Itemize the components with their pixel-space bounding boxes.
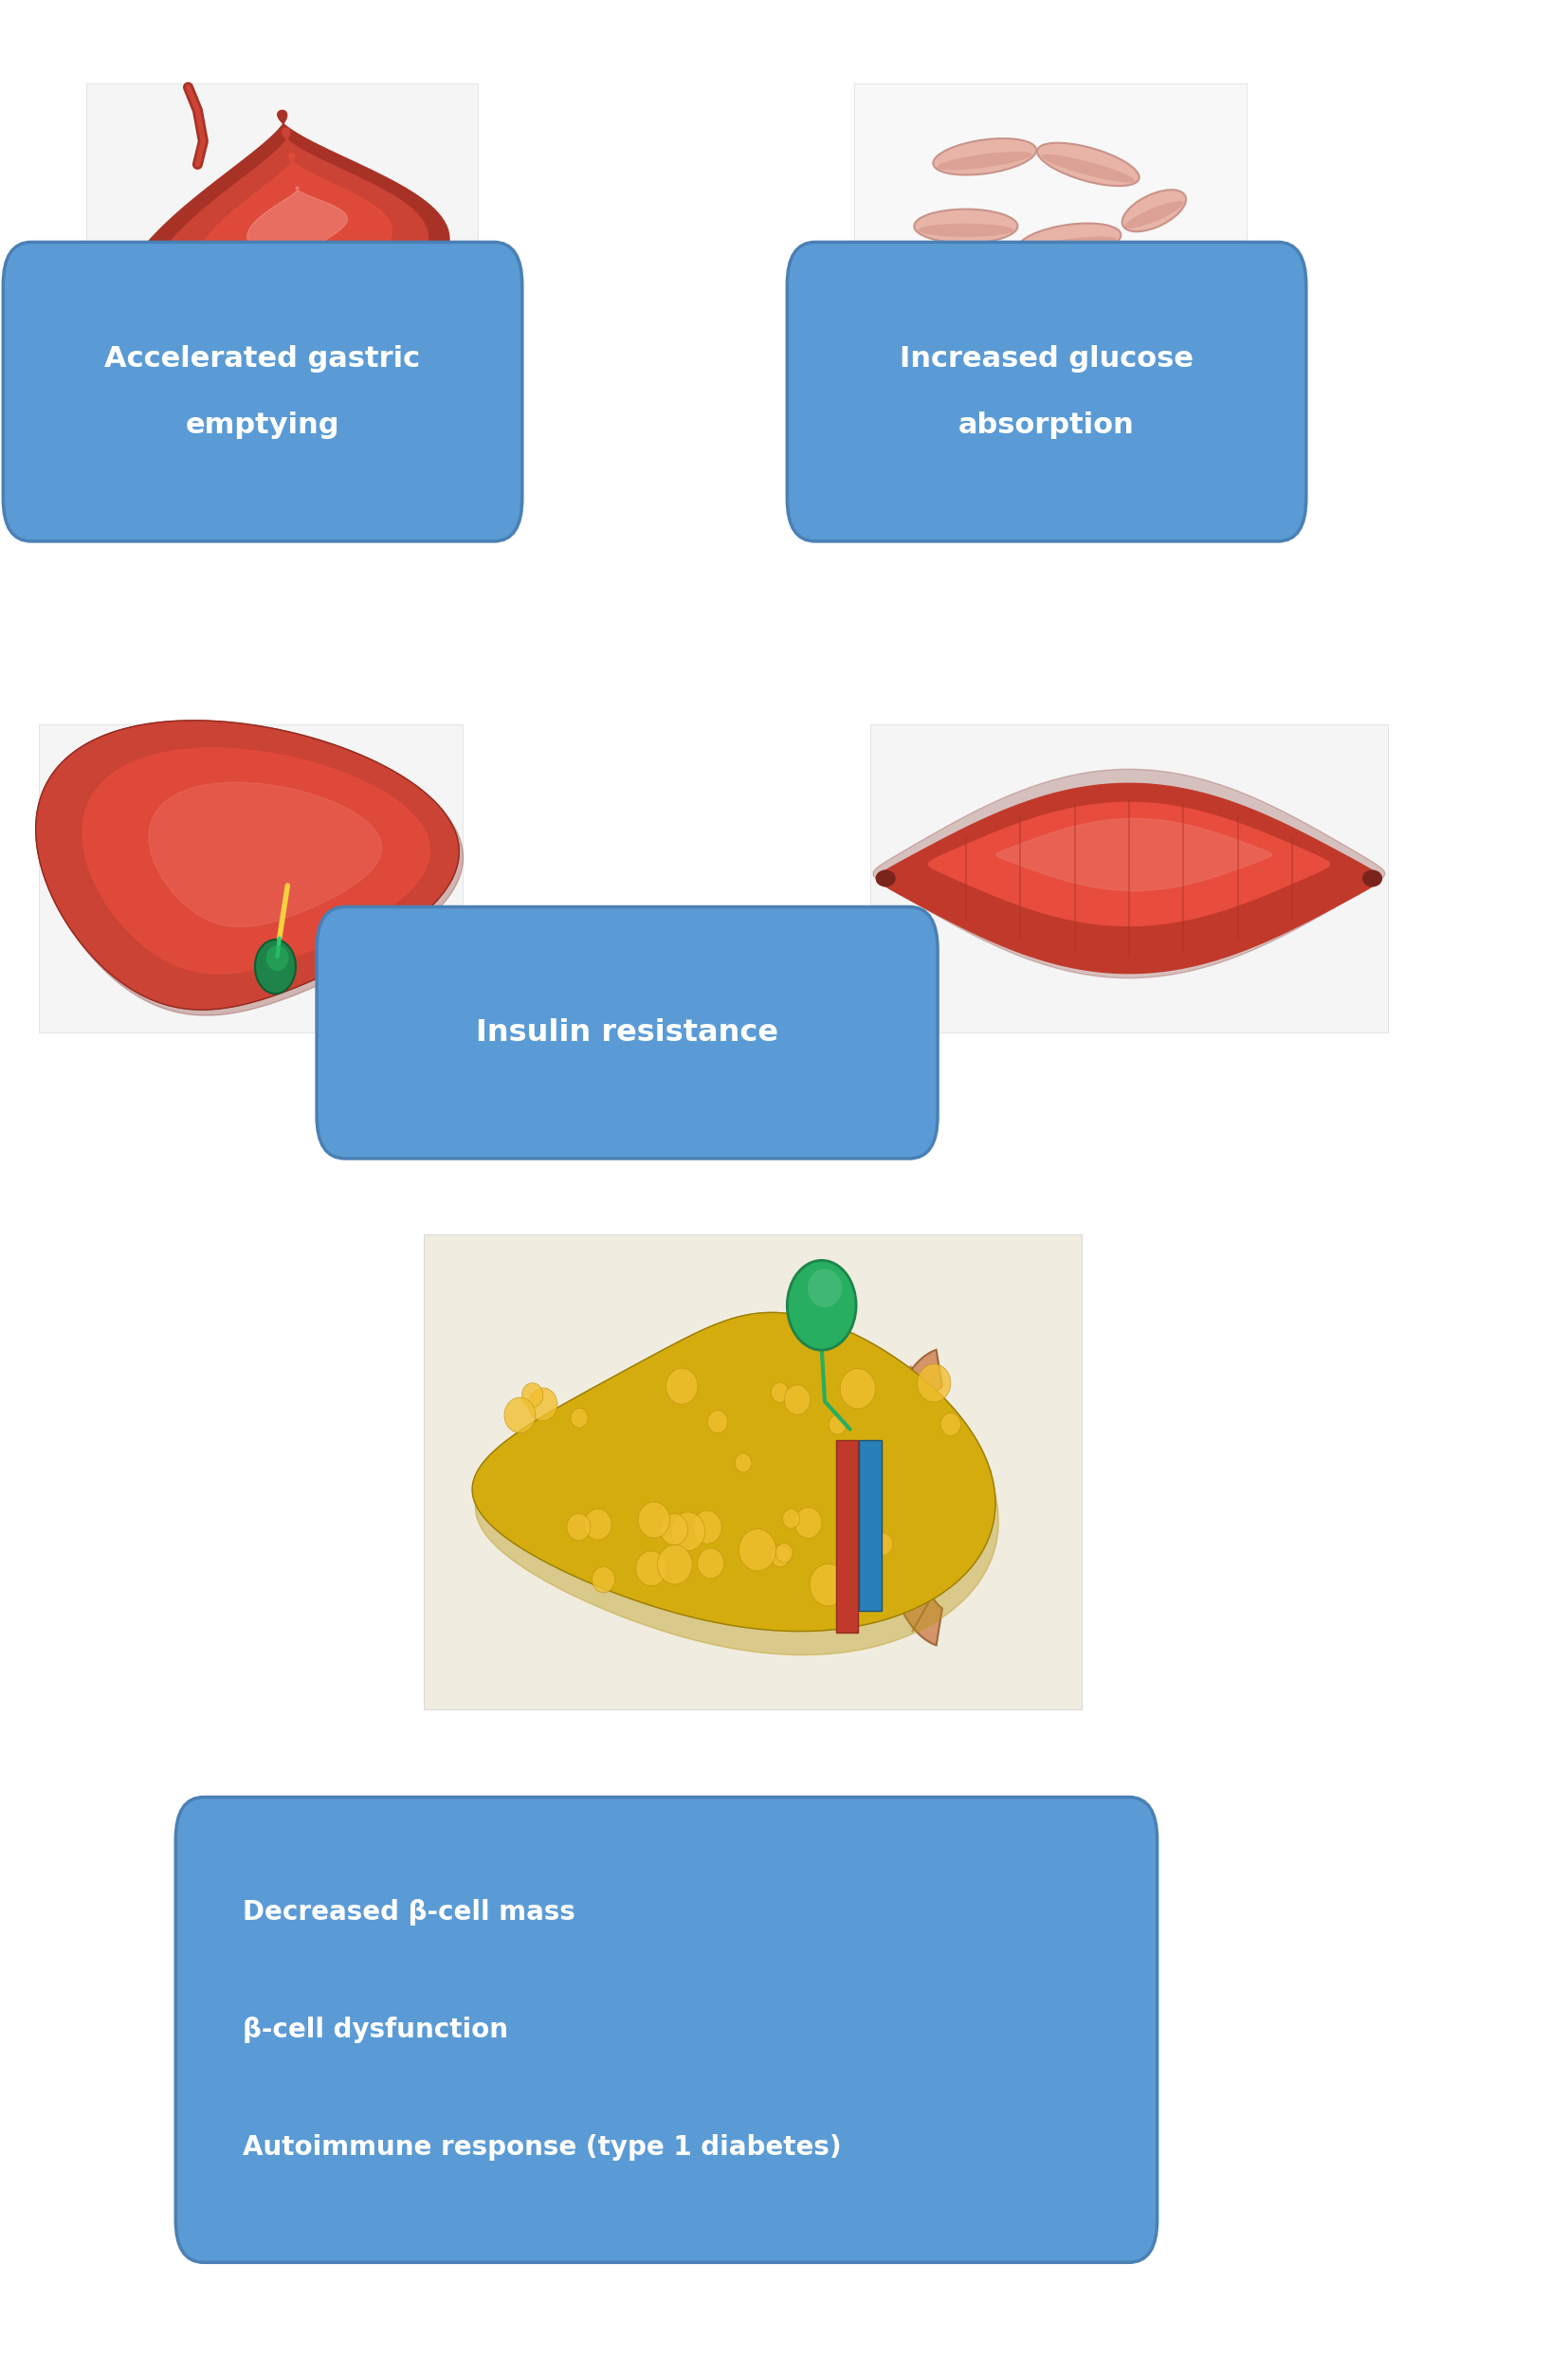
Ellipse shape [735,1453,751,1472]
Ellipse shape [666,1367,698,1405]
Ellipse shape [776,1543,793,1562]
Ellipse shape [947,287,1041,306]
Ellipse shape [809,1564,847,1605]
FancyBboxPatch shape [787,242,1306,541]
Ellipse shape [739,1529,776,1572]
Ellipse shape [924,323,1008,356]
Ellipse shape [1115,320,1174,339]
Ellipse shape [933,138,1036,176]
Ellipse shape [795,1507,822,1538]
Ellipse shape [528,1389,557,1420]
Bar [859,1439,881,1610]
Polygon shape [878,783,1380,973]
Text: emptying: emptying [185,411,340,439]
Text: β-cell dysfunction: β-cell dysfunction [243,2016,508,2044]
Ellipse shape [1046,283,1149,325]
Ellipse shape [917,1365,950,1403]
Polygon shape [144,128,428,375]
Ellipse shape [1027,323,1112,361]
Bar [836,1439,858,1633]
Ellipse shape [1030,337,1109,354]
Polygon shape [149,783,381,926]
Ellipse shape [1022,237,1116,254]
Ellipse shape [938,152,1032,171]
Polygon shape [475,1322,999,1655]
Ellipse shape [698,1548,724,1579]
Ellipse shape [1041,154,1135,183]
Ellipse shape [707,1410,728,1434]
Polygon shape [36,719,459,1009]
FancyBboxPatch shape [855,83,1247,415]
Ellipse shape [914,209,1018,242]
Ellipse shape [671,1512,706,1550]
Ellipse shape [637,1550,666,1586]
Ellipse shape [505,1398,535,1434]
Polygon shape [114,112,450,401]
Polygon shape [39,726,463,1016]
Ellipse shape [660,1515,688,1545]
FancyBboxPatch shape [317,907,938,1159]
Text: Increased glucose: Increased glucose [900,344,1193,373]
Ellipse shape [784,1384,811,1415]
Polygon shape [996,819,1272,890]
FancyBboxPatch shape [176,1797,1157,2262]
Ellipse shape [875,869,895,888]
Ellipse shape [873,1534,892,1555]
Ellipse shape [1123,190,1185,233]
Ellipse shape [267,945,289,971]
Text: absorption: absorption [958,411,1135,439]
Text: Autoimmune response (type 1 diabetes): Autoimmune response (type 1 diabetes) [243,2134,842,2160]
Polygon shape [878,1351,942,1645]
Ellipse shape [593,1567,615,1593]
Ellipse shape [1112,309,1178,344]
Text: Insulin resistance: Insulin resistance [477,1018,778,1047]
Ellipse shape [256,940,296,995]
Ellipse shape [771,1382,789,1403]
Ellipse shape [585,1510,612,1541]
FancyBboxPatch shape [870,724,1388,1033]
Text: Accelerated gastric: Accelerated gastric [105,344,420,373]
Ellipse shape [566,1515,591,1541]
Ellipse shape [919,223,1013,237]
Ellipse shape [782,1510,800,1529]
Polygon shape [873,769,1385,978]
Ellipse shape [1036,142,1140,185]
Ellipse shape [657,1545,691,1583]
Ellipse shape [693,1510,721,1543]
Ellipse shape [941,1413,961,1436]
Ellipse shape [571,1408,588,1427]
Ellipse shape [1124,202,1184,228]
Ellipse shape [1018,223,1121,259]
Polygon shape [472,1313,996,1631]
Polygon shape [191,154,392,328]
FancyBboxPatch shape [423,1234,1082,1709]
Ellipse shape [927,337,1005,349]
FancyBboxPatch shape [3,242,522,541]
Ellipse shape [1051,292,1145,320]
Ellipse shape [942,275,1046,311]
FancyBboxPatch shape [39,724,463,1033]
Ellipse shape [787,1261,856,1351]
Ellipse shape [808,1268,842,1308]
FancyBboxPatch shape [86,83,478,415]
Ellipse shape [840,1367,875,1408]
Ellipse shape [1363,869,1383,888]
Text: Decreased β-cell mass: Decreased β-cell mass [243,1899,575,1925]
Polygon shape [83,748,430,973]
Polygon shape [928,802,1330,926]
Ellipse shape [771,1545,790,1567]
Ellipse shape [638,1503,670,1538]
Ellipse shape [522,1384,543,1408]
Polygon shape [248,188,348,259]
Ellipse shape [829,1415,847,1434]
